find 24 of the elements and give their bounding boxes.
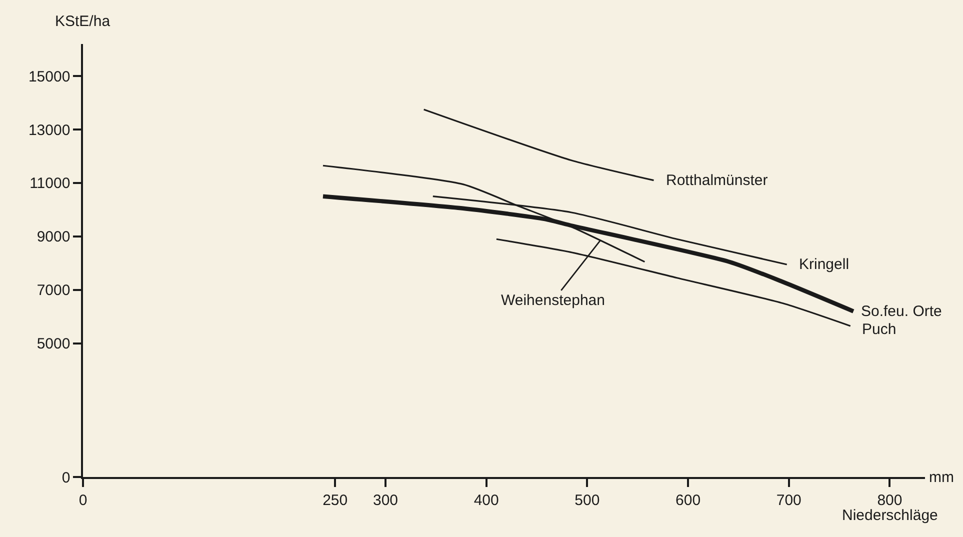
annotation: So.feu. Orte: [861, 303, 942, 320]
x-tick-label: 0: [78, 492, 88, 509]
y-tick-label: 13000: [28, 122, 70, 139]
y-axis-title: KStE/ha: [55, 13, 111, 30]
line-series: [496, 238, 852, 327]
annotation: Rotthalmünster: [666, 172, 768, 189]
x-tick-label: 800: [877, 492, 902, 509]
y-tick-label: 9000: [36, 228, 70, 246]
annotation: Puch: [862, 321, 896, 338]
y-tick-label: 15000: [28, 68, 70, 86]
annotation: Weihenstephan: [501, 292, 605, 309]
y-tick-label: 5000: [36, 336, 70, 353]
annotation: Kringell: [799, 256, 850, 273]
text: mm: [929, 469, 954, 486]
x-axis-title: Niederschläge: [842, 507, 938, 524]
x-tick-label: 400: [474, 492, 499, 509]
x-tick-label: 700: [776, 492, 802, 509]
x-tick-label: 300: [372, 492, 398, 509]
y-tick-label: 11000: [30, 175, 70, 192]
x-tick-label: 600: [676, 492, 701, 509]
y-tick-label: 7000: [36, 282, 70, 300]
x-tick-label: 500: [574, 492, 600, 509]
y-tick-label: 0: [62, 469, 70, 486]
x-tick-label: 250: [322, 492, 348, 509]
